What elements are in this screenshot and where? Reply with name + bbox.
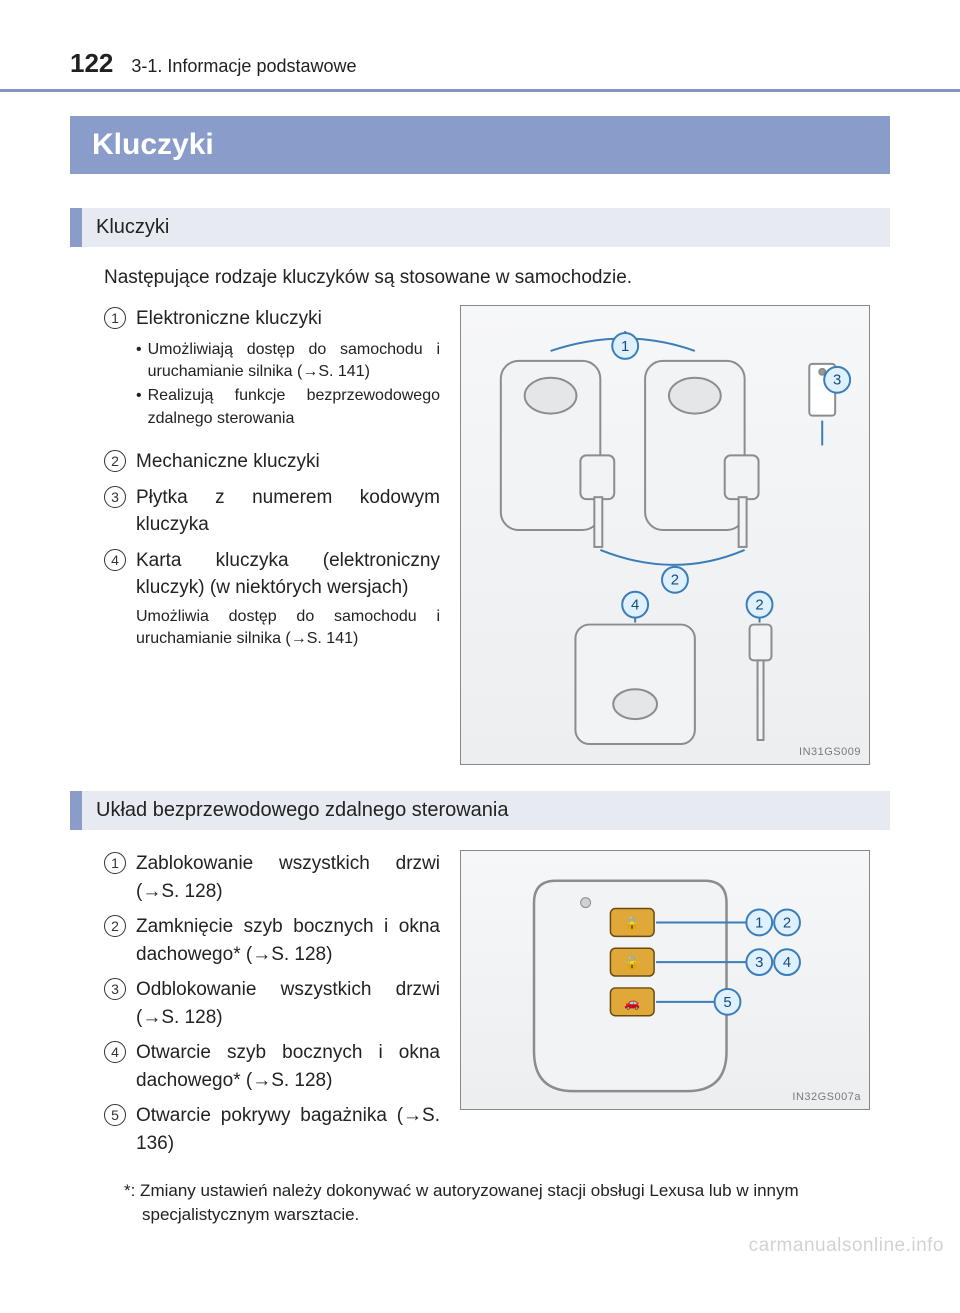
section-heading-keys: Kluczyki: [70, 208, 890, 247]
remote-figure-col: 🔒 🔓 🚗 1 2 3 4: [460, 850, 870, 1165]
svg-text:4: 4: [783, 955, 791, 971]
page-number: 122: [70, 48, 113, 79]
item-title: Mechaniczne kluczyki: [136, 448, 440, 476]
sub-bullet: Realizują funkcje bezprzewodowego zdalne…: [136, 385, 440, 430]
list-item: 1 Zablokowanie wszystkich drzwi (→S. 128…: [104, 850, 440, 905]
svg-text:1: 1: [755, 915, 763, 931]
intro-text: Następujące rodzaje kluczyków są stosowa…: [104, 267, 856, 289]
svg-text:🚗: 🚗: [624, 995, 640, 1010]
item-number-icon: 1: [104, 852, 126, 874]
item-title: Odblokowanie wszystkich drzwi (→S. 128): [136, 976, 440, 1031]
remote-figure: 🔒 🔓 🚗 1 2 3 4: [460, 850, 870, 1110]
list-item: 4 Otwarcie szyb bocznych i okna dachoweg…: [104, 1039, 440, 1094]
item-title: Płytka z numerem kodowym kluczyka: [136, 484, 440, 539]
remote-diagram-icon: 🔒 🔓 🚗 1 2 3 4: [461, 851, 869, 1109]
watermark: carmanualsonline.info: [749, 1235, 944, 1257]
svg-text:2: 2: [755, 597, 763, 614]
item-title: Karta kluczyka (elektroniczny kluczyk) (…: [136, 550, 440, 599]
item-number-icon: 2: [104, 450, 126, 472]
list-item: 4 Karta kluczyka (elektroniczny kluczyk)…: [104, 547, 440, 651]
remote-list: 1 Zablokowanie wszystkich drzwi (→S. 128…: [90, 850, 440, 1165]
svg-text:2: 2: [783, 915, 791, 931]
item-body: Elektroniczne kluczyki Umożliwiają dostę…: [136, 305, 440, 440]
svg-text:🔓: 🔓: [624, 955, 640, 970]
section-path: 3-1. Informacje podstawowe: [131, 56, 356, 77]
keys-figure-col: 1 3 2: [460, 305, 870, 765]
item-number-icon: 3: [104, 486, 126, 508]
svg-text:3: 3: [833, 372, 841, 389]
item-title: Zablokowanie wszystkich drzwi (→S. 128): [136, 850, 440, 905]
item-title: Zamknięcie szyb bocznych i okna dachoweg…: [136, 913, 440, 968]
item-note: Umożliwia dostęp do samochodu i uruchami…: [136, 606, 440, 651]
keys-figure: 1 3 2: [460, 305, 870, 765]
keys-list: 1 Elektroniczne kluczyki Umożliwiają dos…: [90, 305, 440, 765]
item-number-icon: 1: [104, 307, 126, 329]
list-item: 3 Płytka z numerem kodowym kluczyka: [104, 484, 440, 539]
list-item: 2 Mechaniczne kluczyki: [104, 448, 440, 476]
figure-id: IN31GS009: [799, 746, 861, 758]
svg-text:1: 1: [621, 338, 629, 355]
item-number-icon: 4: [104, 1041, 126, 1063]
list-item: 1 Elektroniczne kluczyki Umożliwiają dos…: [104, 305, 440, 440]
item-title: Elektroniczne kluczyki: [136, 308, 322, 329]
header-rule: [0, 89, 960, 92]
item-title: Otwarcie szyb bocznych i okna dachowego*…: [136, 1039, 440, 1094]
keys-diagram-icon: 1 3 2: [461, 306, 869, 764]
list-item: 3 Odblokowanie wszystkich drzwi (→S. 128…: [104, 976, 440, 1031]
item-number-icon: 3: [104, 978, 126, 1000]
item-number-icon: 5: [104, 1104, 126, 1126]
footnote: *: Zmiany ustawień należy dokonywać w au…: [124, 1179, 856, 1227]
svg-text:5: 5: [723, 995, 731, 1011]
page-header: 122 3-1. Informacje podstawowe: [70, 48, 890, 79]
item-number-icon: 4: [104, 549, 126, 571]
item-title: Otwarcie pokrywy bagażnika (→S. 136): [136, 1102, 440, 1157]
manual-page: 122 3-1. Informacje podstawowe Kluczyki …: [0, 0, 960, 1267]
list-item: 5 Otwarcie pokrywy bagażnika (→S. 136): [104, 1102, 440, 1157]
figure-id: IN32GS007a: [792, 1091, 861, 1103]
section-heading-remote: Układ bezprzewodowego zdalnego sterowani…: [70, 791, 890, 830]
remote-two-col: 1 Zablokowanie wszystkich drzwi (→S. 128…: [90, 850, 870, 1165]
item-body: Karta kluczyka (elektroniczny kluczyk) (…: [136, 547, 440, 651]
svg-text:3: 3: [755, 955, 763, 971]
sub-bullet: Umożliwiają dostęp do samochodu i urucha…: [136, 339, 440, 384]
svg-text:2: 2: [671, 572, 679, 589]
item-number-icon: 2: [104, 915, 126, 937]
item-subbullets: Umożliwiają dostęp do samochodu i urucha…: [136, 339, 440, 431]
list-item: 2 Zamknięcie szyb bocznych i okna dachow…: [104, 913, 440, 968]
page-title: Kluczyki: [70, 116, 890, 174]
svg-text:4: 4: [631, 597, 639, 614]
keys-two-col: 1 Elektroniczne kluczyki Umożliwiają dos…: [90, 305, 870, 765]
svg-text:🔒: 🔒: [624, 915, 640, 930]
